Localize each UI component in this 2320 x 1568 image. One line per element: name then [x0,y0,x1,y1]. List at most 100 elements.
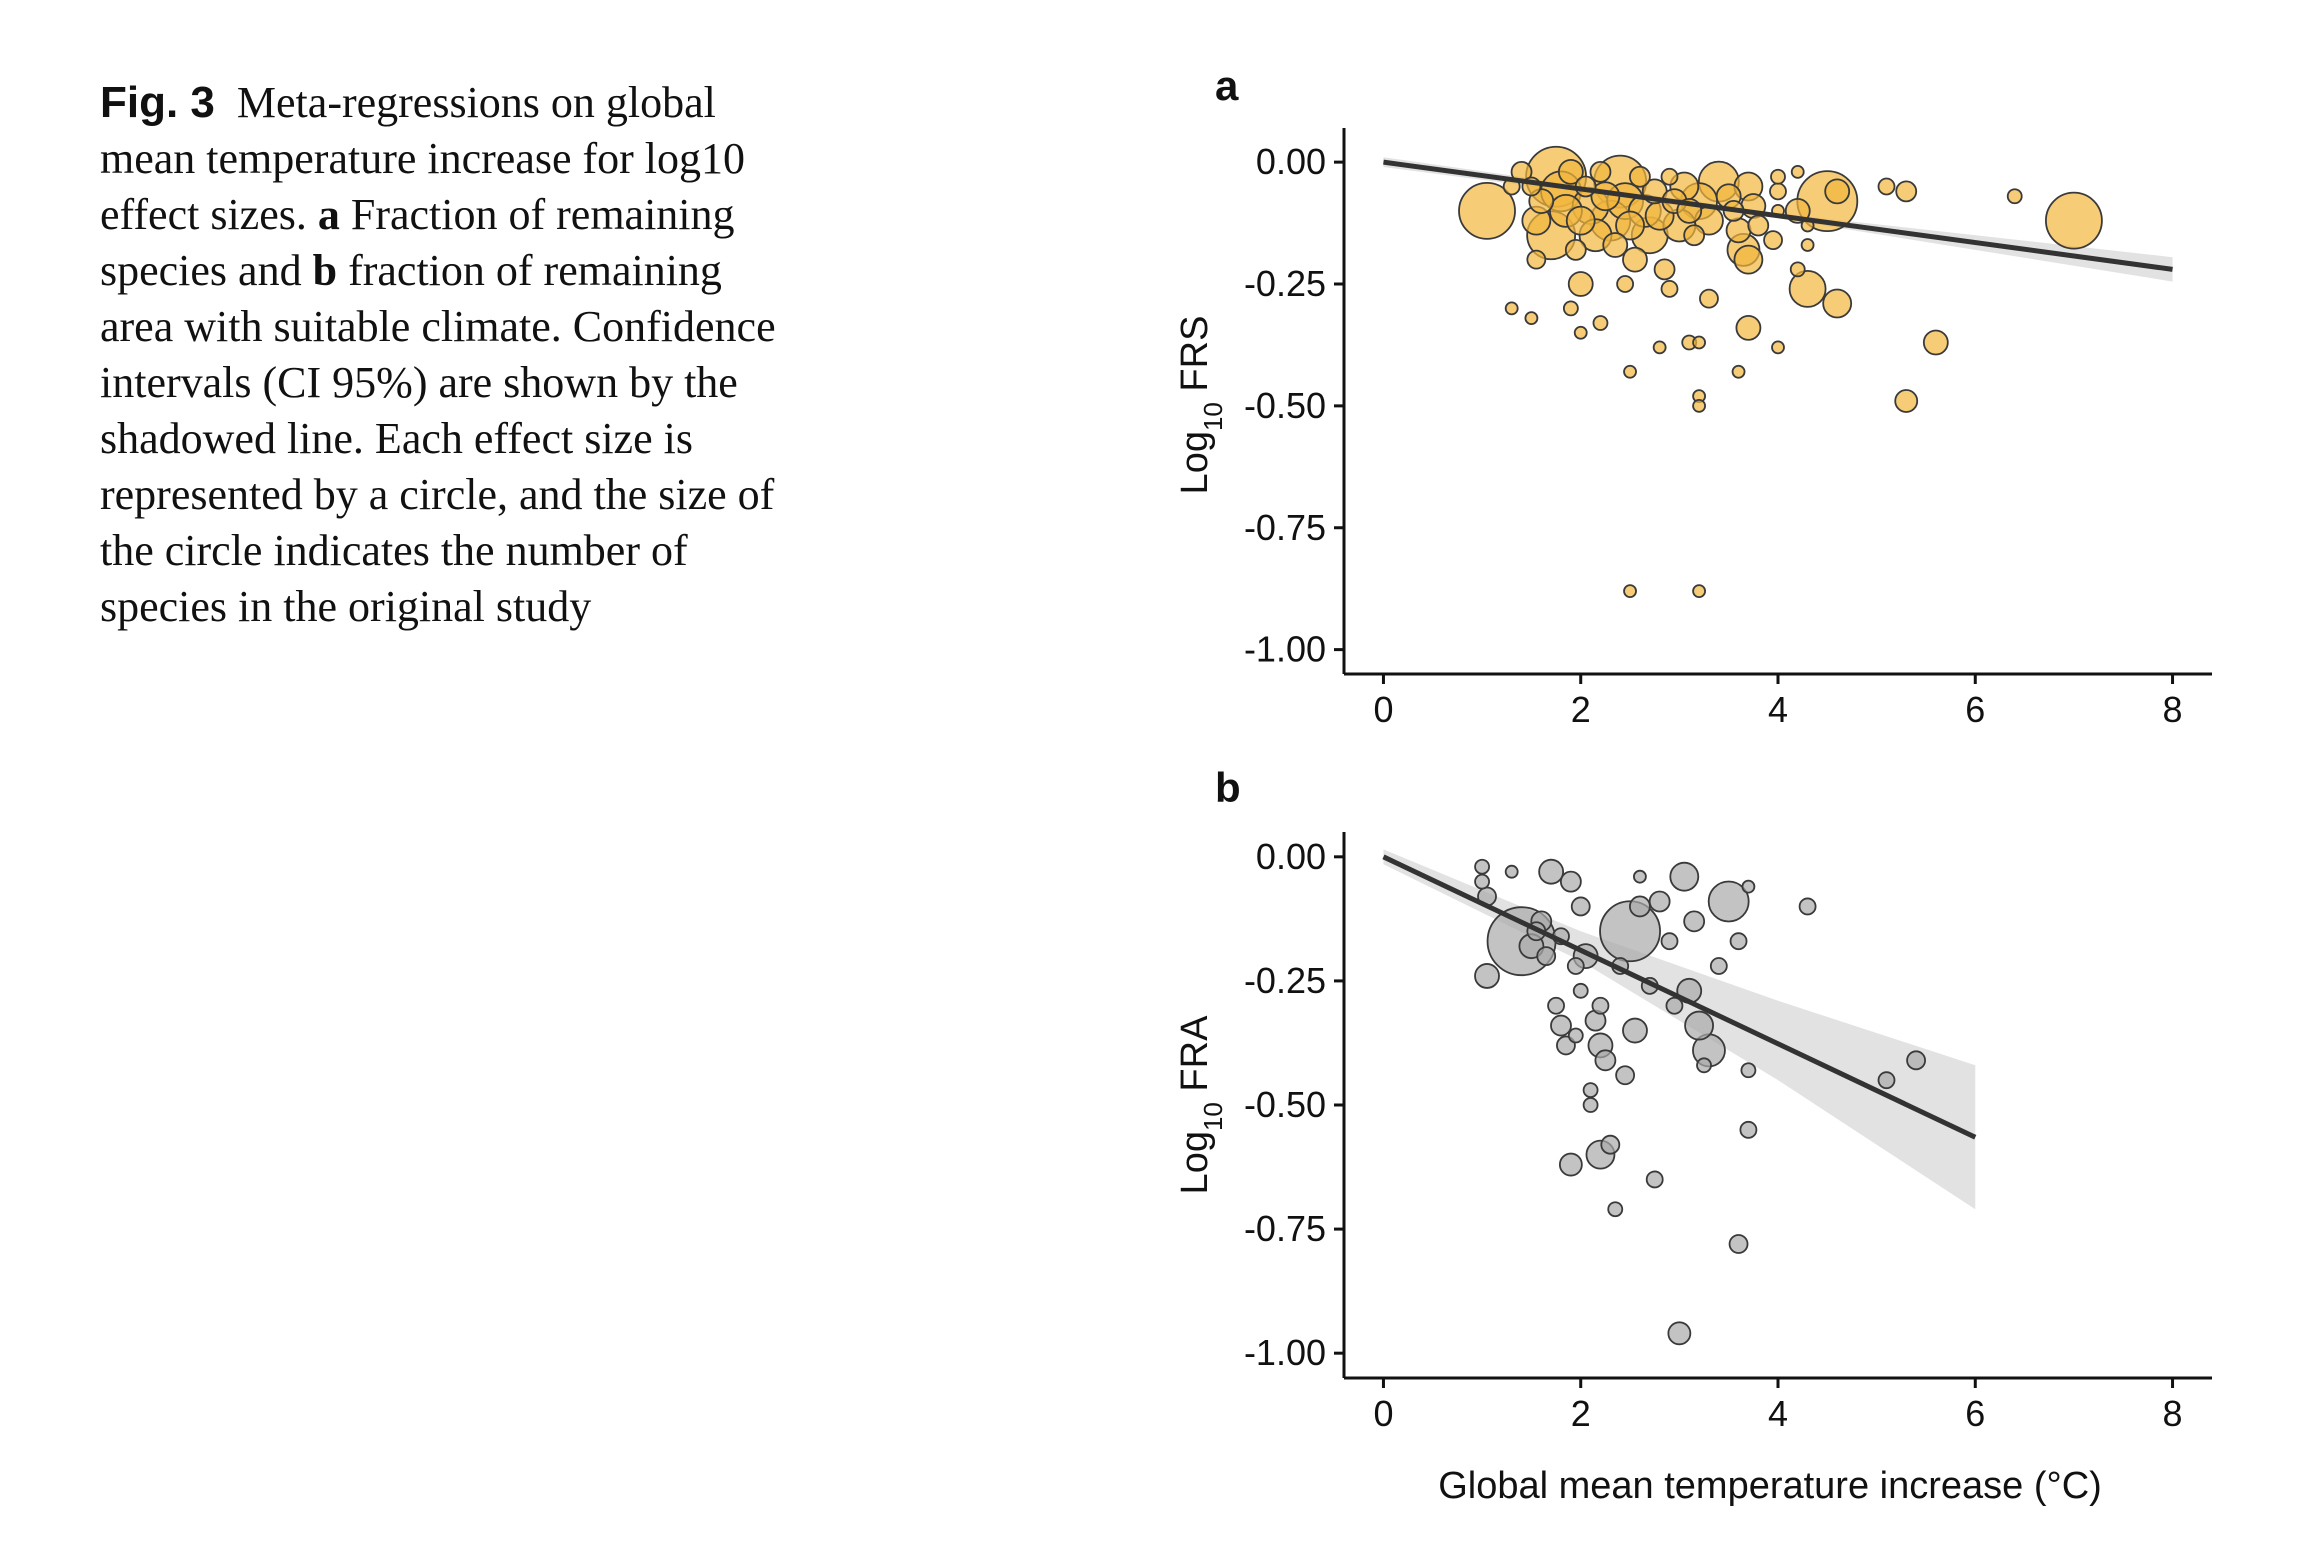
panel-b-point [1567,1027,1584,1044]
panel-b-x-tick-label: 2 [1571,1393,1591,1434]
figure-caption: Fig. 3 Meta-regressions on global mean t… [100,75,780,635]
panel-b-point [1707,880,1750,923]
panel-b-point [1906,1050,1926,1071]
panel-b-point [1607,1201,1624,1218]
panel-a-point [1524,311,1539,326]
panel-b-point [1572,982,1589,999]
panel-b-y-tick-label: -0.50 [1244,1084,1326,1125]
panel-a-ylabel-sub: 10 [1198,402,1228,431]
panel-a-point [1770,168,1786,185]
panel-b-point [1667,1321,1692,1346]
panel-a-point [1692,398,1706,413]
panel-a-label: a [1215,62,1239,109]
panel-a-point [1629,165,1651,188]
panel-a-point [1725,217,1752,244]
panel-a-point [2006,188,2023,205]
panel-a-point [1504,301,1519,316]
panel-b-regression-line [1382,854,1977,1140]
panel-a-point [1747,214,1770,237]
panel-a-ylabel: Log10 FRS [1174,316,1228,495]
panel-a-x-tick-label: 6 [1965,689,1985,730]
panel-a-point [1660,279,1679,298]
panel-a-plot: 0.00 -0.25 -0.50 -0.75 -1.00 0 2 4 6 8 [1244,128,2212,730]
x-axis-title: Global mean temperature increase (°C) [1438,1465,2102,1507]
panel-b-point [1474,963,1500,989]
panel-b-point [1474,873,1490,890]
panel-b-point [1599,900,1661,963]
panel-a-point [1458,181,1516,240]
panel-a-point [1692,584,1706,599]
panel-b-y-tick-label: 0.00 [1256,836,1326,877]
caption-text-2: Fraction of remaining species and [100,190,735,295]
panel-b-label: b [1215,764,1241,811]
panel-b-point [1538,858,1565,885]
panel-a-point [1699,288,1719,309]
panel-a-point [1789,261,1806,278]
panel-a-ylabel-main: Log [1174,431,1216,494]
panel-b-point [1536,946,1557,966]
panel-a-point [1763,230,1783,251]
panel-a-point [1922,329,1949,356]
panel-a-point [1790,164,1805,179]
panel-b-point [1683,910,1706,933]
panel-a-point [1565,205,1596,236]
panel-b-y-tick-label: -1.00 [1244,1332,1326,1373]
panel-b-point [1629,895,1651,918]
panel-b-point [1633,869,1647,884]
panel-a-point [1731,364,1746,379]
panel-a-y-tick-label: 0.00 [1256,141,1326,182]
panel-b-x-tick-label: 8 [2163,1393,2183,1434]
panel-a-point [1822,288,1853,319]
caption-panel-a: a [317,190,340,239]
panel-b-point [1798,897,1817,916]
panel-b-point [1558,1152,1583,1177]
panel-b-point [1594,1049,1617,1072]
caption-text-1: Meta-regressions on global mean temperat… [100,78,746,239]
panel-a-point [1622,246,1648,273]
panel-a-point [1788,269,1827,308]
panel-b-ylabel-main: Log [1174,1131,1216,1194]
panel-a-point [1824,178,1851,205]
panel-a-y-tick-label: -0.25 [1244,263,1326,304]
panel-a-point [1692,335,1706,350]
panel-a-point [1615,210,1645,241]
panel-a-point [1877,177,1896,196]
panel-a-point [1557,158,1584,185]
panel-b-point [1740,1062,1757,1079]
panel-b-point [1474,858,1490,875]
panel-b-point [1741,879,1756,894]
panel-a-point [1592,315,1609,331]
panel-b-point [1696,1057,1712,1074]
panel-a-point [1526,249,1547,270]
panel-b-point [1559,870,1582,893]
panel-b-point [1504,864,1519,879]
panel-b-point [1665,996,1684,1015]
panel-a-point [1602,232,1629,258]
panel-b-point [1877,1071,1896,1090]
panel-a-ylabel-tail: FRS [1174,316,1216,403]
panel-b-x-tick-label: 0 [1373,1393,1393,1434]
panel-a-point [1616,275,1635,293]
panel-a-x-tick-label: 8 [2163,689,2183,730]
panel-b-ylabel-sub: 10 [1198,1102,1228,1131]
panel-a-regression-line [1383,159,2173,272]
panel-a-point [2045,191,2103,250]
panel-b-point [1709,957,1728,975]
panel-a-point [1683,224,1706,247]
panel-a-x-tick-label: 0 [1373,689,1393,730]
panel-b-point [1582,1097,1599,1113]
panel-a-point [1894,389,1919,413]
panel-b-ylabel-tail: FRA [1174,1015,1216,1102]
panel-a-point [1771,340,1785,355]
panel-b-ylabel: Log10 FRA [1174,1015,1228,1195]
panel-a-point [1769,182,1787,201]
panel-b-point [1645,1170,1664,1189]
panel-a-point [1895,180,1918,203]
caption-text-3: fraction of remaining area with suitable… [100,246,776,631]
panel-b-point [1728,1234,1749,1254]
panel-b-point [1622,1017,1648,1044]
panel-a-x-tick-label: 4 [1768,689,1788,730]
panel-b-point [1566,957,1585,975]
panel-b-point [1600,1134,1621,1155]
